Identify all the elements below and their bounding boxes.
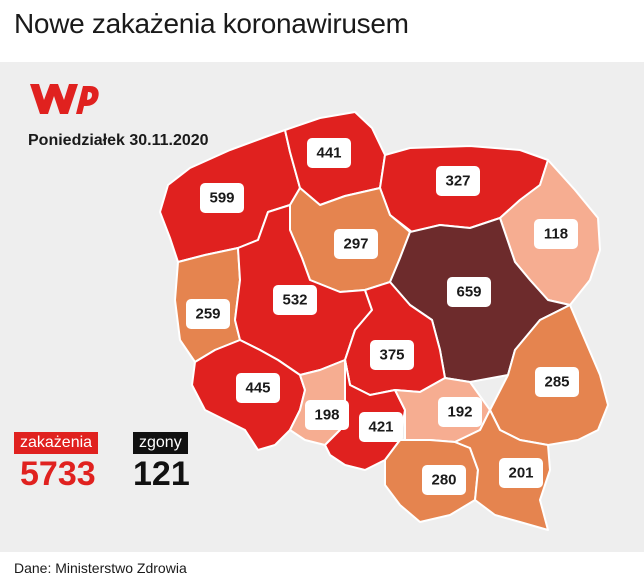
label-box bbox=[370, 340, 414, 370]
label-box bbox=[534, 219, 578, 249]
label-box bbox=[447, 277, 491, 307]
label-box bbox=[273, 285, 317, 315]
region-value-label: 201 bbox=[508, 465, 533, 482]
region-value-label: 421 bbox=[368, 419, 393, 436]
label-box bbox=[359, 412, 403, 442]
infections-total: 5733 bbox=[20, 455, 96, 493]
label-box bbox=[186, 299, 230, 329]
page-title: Nowe zakażenia koronawirusem bbox=[14, 8, 409, 39]
date-label: Poniedziałek 30.11.2020 bbox=[28, 132, 209, 149]
label-box bbox=[535, 367, 579, 397]
deaths-tag: zgony bbox=[133, 432, 188, 454]
region-value-label: 259 bbox=[195, 306, 220, 323]
region-value-label: 445 bbox=[245, 380, 270, 397]
region-value-label: 532 bbox=[282, 292, 307, 309]
region-value-label: 441 bbox=[316, 145, 341, 162]
region-value-label: 297 bbox=[343, 236, 368, 253]
wp-logo-icon bbox=[30, 84, 99, 114]
region-value-label: 198 bbox=[314, 407, 339, 424]
region-value-label: 118 bbox=[544, 226, 568, 243]
region-labels: 599 441 327 118 297 659 259 532 375 285 … bbox=[186, 138, 579, 495]
region-value-label: 192 bbox=[447, 404, 472, 421]
label-box bbox=[422, 465, 466, 495]
label-box bbox=[307, 138, 351, 168]
label-box bbox=[499, 458, 543, 488]
label-box bbox=[305, 400, 349, 430]
deaths-total: 121 bbox=[133, 455, 190, 493]
region-value-label: 285 bbox=[544, 374, 569, 391]
label-box bbox=[236, 373, 280, 403]
region-value-label: 375 bbox=[379, 347, 404, 364]
label-box bbox=[438, 397, 482, 427]
region-value-label: 599 bbox=[209, 190, 234, 207]
region-value-label: 280 bbox=[431, 472, 456, 489]
label-box bbox=[200, 183, 244, 213]
infections-tag: zakażenia bbox=[14, 432, 99, 454]
region-value-label: 659 bbox=[456, 284, 481, 301]
region-value-label: 327 bbox=[445, 173, 470, 190]
source-note: Dane: Ministerstwo Zdrowia bbox=[14, 560, 187, 576]
label-box bbox=[436, 166, 480, 196]
label-box bbox=[334, 229, 378, 259]
